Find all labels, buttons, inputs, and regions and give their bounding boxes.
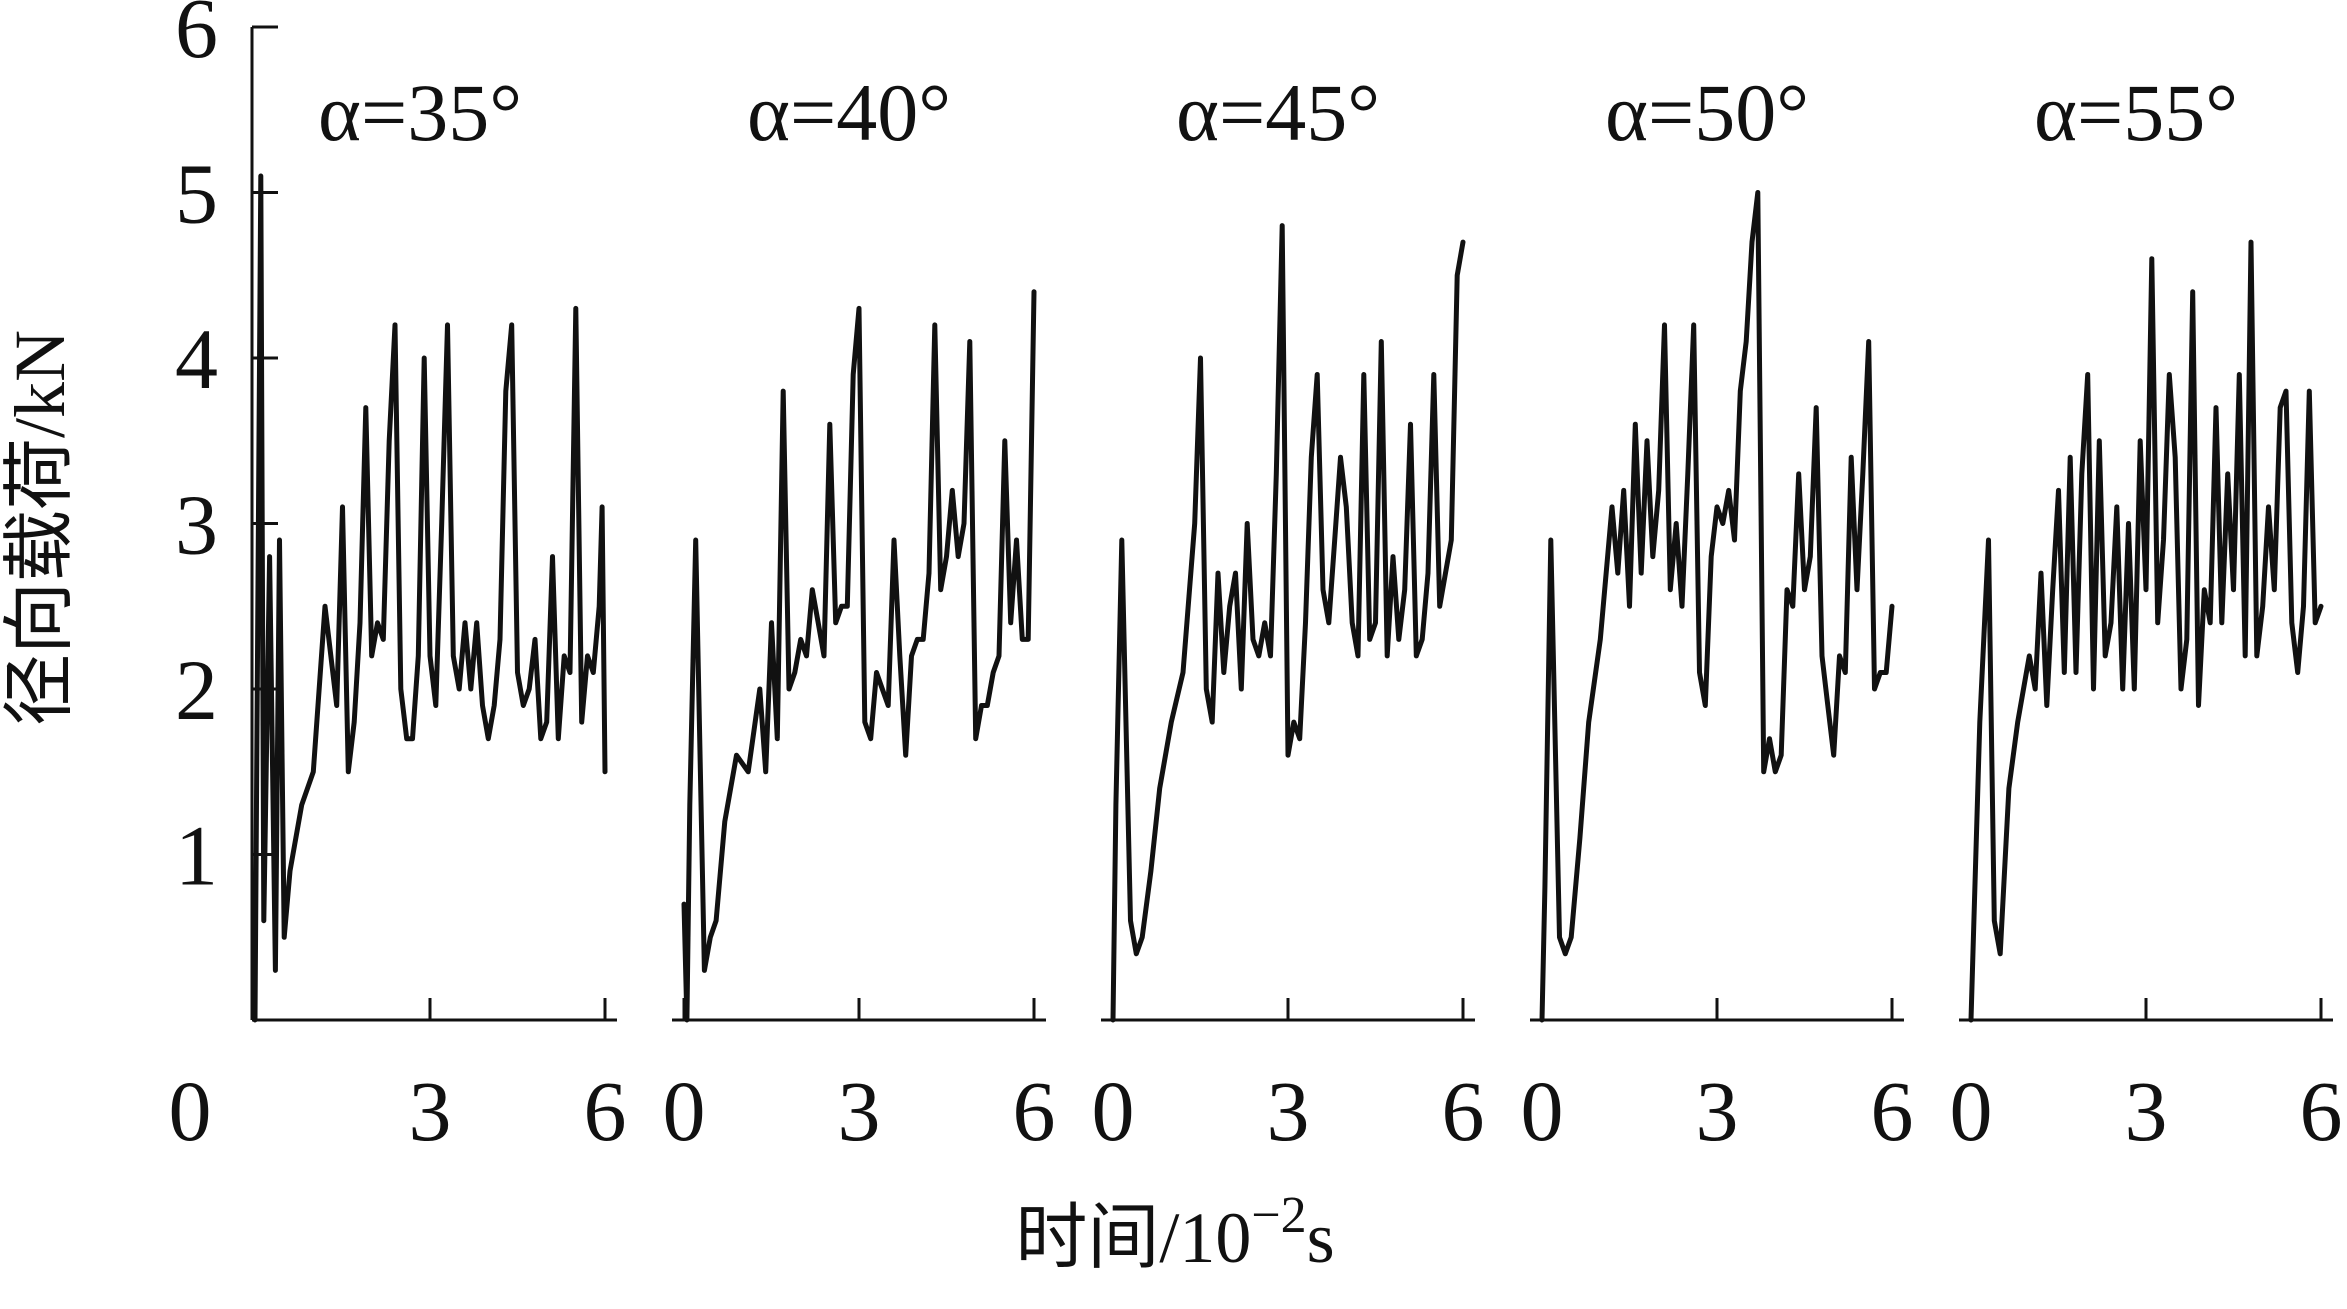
panel-label: α=45°: [1176, 67, 1380, 158]
load-series-line: [1968, 239, 2324, 1023]
x-axis-label: 时间/10−2s: [1015, 1187, 1334, 1278]
x-tick-label: 6: [1013, 1063, 1056, 1159]
x-tick-label: 6: [584, 1063, 627, 1159]
x-tick-label: 3: [1267, 1063, 1310, 1159]
load-series-line: [1539, 190, 1895, 1023]
x-tick-label: 3: [409, 1063, 452, 1159]
panel-2: 0 3 6 α=40°: [663, 67, 1056, 1159]
panel-4: 0 3 6 α=50°: [1521, 67, 1914, 1159]
load-series-line: [681, 289, 1037, 1023]
x-axis-label-base: 时间/10: [1015, 1198, 1251, 1278]
panel-5: 0 3 6 α=55°: [1950, 67, 2343, 1159]
x-tick-label: 3: [838, 1063, 881, 1159]
x-tick-label: 6: [1871, 1063, 1914, 1159]
y-tick-label: 2: [175, 642, 218, 738]
y-tick-label: 3: [175, 477, 218, 573]
y-axis-origin-label: 0: [169, 1063, 212, 1159]
y-tick-label: 6: [175, 0, 218, 76]
panel-3: 0 3 6 α=45°: [1092, 67, 1485, 1159]
load-series-line: [1110, 223, 1466, 1023]
x-tick-label: 0: [1521, 1063, 1564, 1159]
x-tick-label: 0: [1950, 1063, 1993, 1159]
y-tick-label: 4: [175, 311, 218, 407]
x-tick-label: 6: [1442, 1063, 1485, 1159]
y-tick-label: 5: [175, 146, 218, 242]
x-tick-label: 0: [663, 1063, 706, 1159]
x-tick-label: 6: [2300, 1063, 2343, 1159]
x-tick-label: 0: [1092, 1063, 1135, 1159]
x-tick-label: 3: [1696, 1063, 1739, 1159]
panel-label: α=40°: [747, 67, 951, 158]
load-series-line: [252, 173, 608, 1023]
panel-1: 3 6 α=35°: [252, 67, 627, 1159]
x-tick-label: 3: [2125, 1063, 2168, 1159]
panel-label: α=35°: [318, 67, 522, 158]
x-axis-label-unit: s: [1307, 1198, 1335, 1278]
y-axis-label: 径向载荷/kN: [0, 330, 80, 726]
panel-label: α=50°: [1605, 67, 1809, 158]
x-axis-label-exponent: −2: [1251, 1187, 1306, 1244]
y-tick-label: 1: [175, 808, 218, 904]
panel-label: α=55°: [2034, 67, 2238, 158]
